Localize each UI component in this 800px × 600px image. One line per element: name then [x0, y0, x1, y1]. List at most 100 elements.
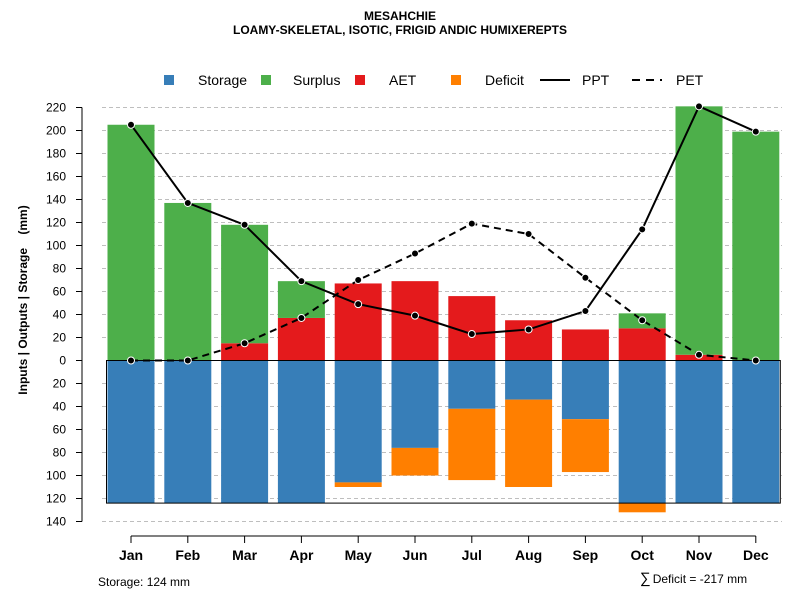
surplus-bar	[164, 202, 212, 361]
ppt-line-point	[524, 325, 533, 334]
legend-label-pet: PET	[676, 72, 704, 88]
pet-line-point	[467, 219, 476, 228]
storage-bar	[505, 360, 553, 400]
y-tick-label: 120	[46, 216, 66, 230]
x-tick-label: Jan	[119, 547, 143, 563]
storage-bar	[164, 360, 212, 504]
ppt-line-point	[354, 300, 363, 309]
y-tick-label: 80	[53, 446, 67, 460]
pet-line-point	[127, 356, 135, 365]
x-tick-label: Jun	[403, 547, 428, 563]
x-tick-label: Apr	[289, 547, 314, 563]
aet-bar	[561, 329, 609, 361]
x-tick-label: Aug	[515, 547, 542, 563]
y-tick-label: 20	[53, 331, 67, 345]
series-lines	[127, 102, 760, 365]
pet-line-point	[751, 356, 760, 365]
legend-swatch-aet	[355, 75, 365, 85]
x-tick-label: Dec	[743, 547, 769, 563]
x-tick-label: Oct	[631, 547, 655, 563]
storage-bar	[107, 360, 155, 504]
legend-swatch-surplus	[261, 75, 271, 85]
ppt-line-point	[751, 127, 760, 136]
storage-bar	[732, 360, 780, 504]
x-tick-label: Feb	[175, 547, 200, 563]
legend-label-aet: AET	[389, 72, 417, 88]
deficit-bar	[618, 503, 666, 513]
ppt-line	[130, 105, 757, 336]
pet-line-point	[297, 313, 306, 322]
y-tick-label: 40	[53, 308, 67, 322]
pet-line	[131, 222, 756, 362]
ppt-line-point	[183, 198, 192, 207]
deficit-bar	[448, 408, 496, 481]
pet-line-point	[524, 230, 533, 238]
y-tick-label: 180	[46, 147, 66, 161]
storage-bar	[618, 360, 666, 504]
deficit-bar	[561, 419, 609, 473]
deficit-bar	[334, 482, 382, 487]
y-tick-label: 200	[46, 124, 66, 138]
y-tick-label: 100	[46, 469, 66, 483]
storage-note: Storage: 124 mm	[98, 575, 191, 589]
x-tick-label: Sep	[573, 547, 599, 563]
chart-title: MESAHCHIE	[363, 9, 436, 23]
ppt-line-point	[695, 102, 703, 111]
aet-bar	[334, 283, 382, 361]
grid-lines	[102, 107, 782, 522]
legend-label-ppt: PPT	[582, 72, 610, 88]
y-tick-label: 140	[46, 193, 66, 207]
legend-label-storage: Storage	[198, 72, 247, 88]
legend-swatch-storage	[164, 75, 174, 85]
storage-bar	[221, 360, 269, 504]
y-tick-label: 100	[46, 239, 66, 253]
ppt-line-point	[638, 225, 647, 234]
y-tick-label: 220	[46, 101, 66, 115]
aet-bar	[618, 328, 666, 361]
ppt-line-point	[467, 330, 476, 339]
ppt-line-point	[411, 311, 419, 320]
storage-bar	[391, 360, 439, 448]
chart-subtitle: LOAMY-SKELETAL, ISOTIC, FRIGID ANDIC HUM…	[232, 23, 567, 37]
y-tick-label: 120	[46, 492, 66, 506]
deficit-text: Deficit = -217 mm	[652, 572, 748, 586]
pet-line-point	[581, 273, 590, 282]
pet-line-point	[183, 356, 192, 365]
pet-line-point	[638, 316, 647, 325]
y-tick-label: 0	[59, 354, 66, 368]
storage-capacity-box	[106, 360, 781, 504]
pet-line-point	[411, 249, 419, 258]
y-tick-label: 60	[53, 285, 67, 299]
x-tick-label: Nov	[686, 547, 713, 563]
legend: Storage Surplus AET Deficit PPT PET	[164, 72, 704, 88]
legend-swatch-deficit	[451, 75, 461, 85]
y-tick-label: 140	[46, 515, 66, 529]
ppt-line-point	[581, 307, 590, 316]
ppt-line-point	[127, 120, 135, 129]
storage-bar	[448, 360, 496, 409]
pet-line-point	[354, 276, 363, 284]
storage-bar	[675, 360, 723, 504]
surplus-bar	[221, 224, 269, 344]
y-axis-label: Inputs | Outputs | Storage (mm)	[16, 205, 30, 394]
storage-bar	[277, 360, 325, 504]
bars	[106, 106, 781, 513]
storage-bar	[561, 360, 609, 420]
surplus-bar	[107, 124, 155, 361]
surplus-bar	[675, 106, 723, 355]
y-tick-label: 40	[53, 400, 67, 414]
x-tick-label: May	[345, 547, 372, 563]
legend-label-deficit: Deficit	[485, 72, 524, 88]
surplus-bar	[277, 281, 325, 318]
pet-line-point	[695, 350, 703, 359]
ppt-line-point	[297, 277, 306, 286]
y-tick-label: 160	[46, 170, 66, 184]
deficit-note: ∑ Deficit = -217 mm	[640, 570, 747, 587]
axes: 2202001801601401201008060402002040608010…	[16, 101, 769, 564]
legend-label-surplus: Surplus	[293, 72, 340, 88]
sum-symbol: ∑	[640, 570, 651, 587]
y-tick-label: 20	[53, 377, 67, 391]
deficit-bar	[391, 447, 439, 476]
deficit-bar	[505, 399, 553, 487]
